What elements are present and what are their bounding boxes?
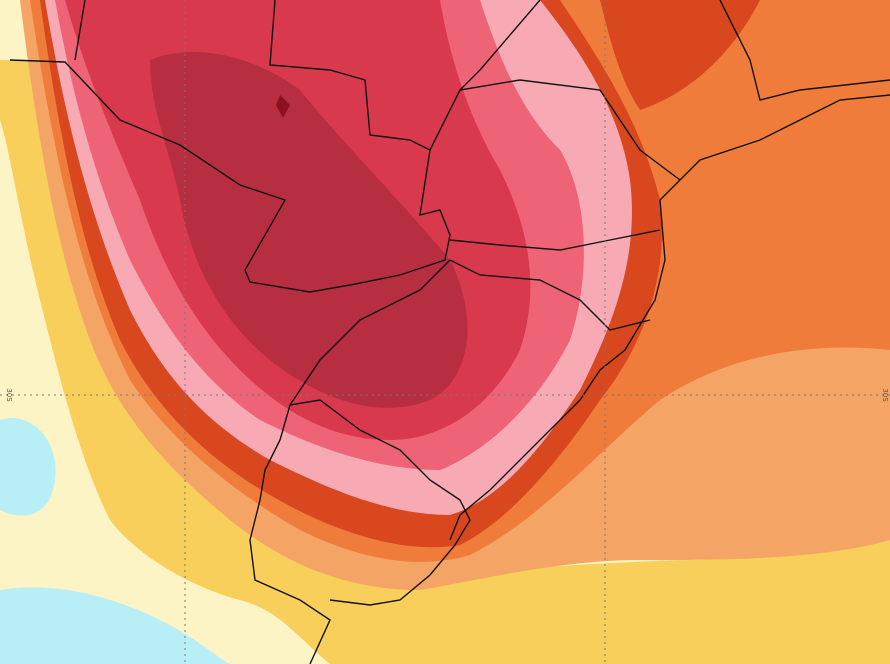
coastline (449, 94, 890, 541)
border (429, 79, 681, 181)
border (449, 259, 651, 331)
hot-band (600, 0, 760, 110)
border (249, 259, 451, 664)
border (449, 229, 661, 251)
border (719, 0, 890, 101)
border (74, 0, 86, 61)
cool-area (0, 587, 230, 664)
borders (9, 0, 890, 664)
latitude-label: 30S (5, 388, 13, 402)
extreme-spot (276, 95, 290, 118)
cool-area (0, 418, 56, 516)
extreme-core (150, 51, 468, 408)
border (459, 0, 541, 91)
latitude-label: 30S (881, 388, 889, 402)
border (9, 0, 451, 293)
